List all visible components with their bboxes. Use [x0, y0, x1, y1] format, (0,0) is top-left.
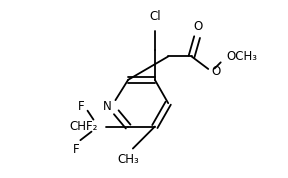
Text: O: O	[194, 20, 203, 33]
Text: F: F	[73, 143, 80, 156]
Text: O: O	[212, 65, 221, 78]
Text: CH₃: CH₃	[117, 153, 139, 166]
Text: F: F	[78, 100, 85, 113]
Text: OCH₃: OCH₃	[227, 50, 257, 63]
Text: Cl: Cl	[149, 10, 161, 23]
Text: CHF₂: CHF₂	[70, 120, 98, 133]
Text: N: N	[103, 100, 111, 113]
